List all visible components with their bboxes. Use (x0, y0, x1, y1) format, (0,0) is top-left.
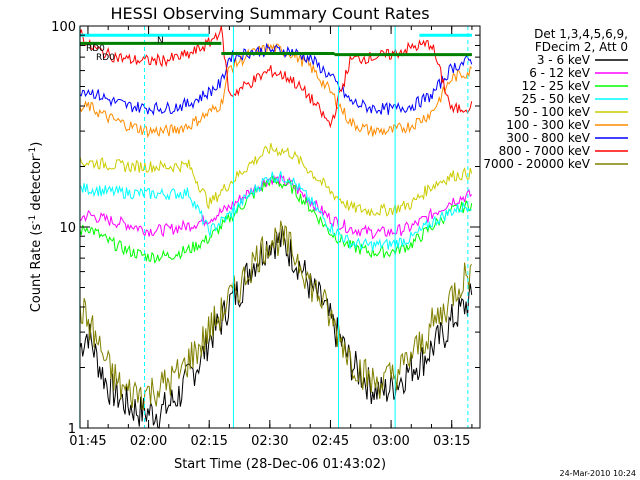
legend-label-3-6-kev: 3 - 6 keV (537, 53, 591, 67)
y-axis-label: Count Rate (s-1 detector-1) (28, 142, 44, 313)
legend-header-line-2: FDecim 2, Att 0 (535, 40, 628, 54)
x-tick-label-02-30: 02:30 (251, 434, 288, 449)
legend-label-6-12-kev: 6 - 12 keV (529, 66, 591, 80)
legend-label-100-300-kev: 100 - 300 keV (506, 118, 590, 132)
y-axis: 1 10 100 (51, 20, 480, 437)
legend-label-7000-20000-kev: 7000 - 20000 keV (483, 157, 590, 171)
legend-label-12-25-kev: 12 - 25 keV (522, 79, 591, 93)
x-tick-label-03-00: 03:00 (372, 434, 409, 449)
rd0-lower-label: RD0 (96, 53, 115, 63)
rd0-upper-label: RD0 (86, 44, 105, 54)
x-tick-label-01-45: 01:45 (69, 434, 106, 449)
series-line-100-300-kev (79, 43, 473, 139)
x-tick-label-02-15: 02:15 (190, 434, 227, 449)
legend: Det 1,3,4,5,6,9, FDecim 2, Att 0 3 - 6 k… (483, 27, 628, 171)
legend-label-50-100-kev: 50 - 100 keV (514, 105, 591, 119)
x-axis: 01:45 02:00 02:15 02:30 02:45 03:00 03:15 (69, 26, 473, 449)
y-axis-label-end: ) (29, 142, 44, 147)
legend-label-800-7000-kev: 800 - 7000 keV (499, 144, 591, 158)
series-line-300-800-kev (79, 42, 473, 116)
series-line-25-50-kev (79, 171, 472, 252)
x-tick-label-03-15: 03:15 (433, 434, 470, 449)
legend-label-25-50-kev: 25 - 50 keV (522, 92, 591, 106)
y-axis-label-mid: detector (29, 155, 44, 215)
series-line-7000-20000-kev (79, 220, 473, 410)
y-tick-label-10: 10 (59, 221, 76, 236)
footer-date: 24-Mar-2010 10:24 (560, 469, 637, 478)
x-axis-label: Start Time (28-Dec-06 01:43:02) (174, 457, 386, 472)
legend-label-300-800-kev: 300 - 800 keV (506, 131, 590, 145)
night-marker-label: N (157, 36, 164, 46)
y-axis-label-main: Count Rate (s (29, 224, 44, 313)
y-tick-label-100: 100 (51, 20, 76, 35)
legend-header-line-1: Det 1,3,4,5,6,9, (534, 27, 628, 41)
x-tick-label-02-00: 02:00 (130, 434, 167, 449)
series-line-50-100-kev (79, 142, 473, 217)
series-line-3-6-kev (79, 225, 473, 429)
y-tick-label-1: 1 (68, 422, 76, 437)
y-axis-label-sup2: -1 (28, 147, 38, 156)
x-tick-label-02-45: 02:45 (312, 434, 349, 449)
y-axis-label-sup1: -1 (28, 215, 38, 224)
overlay-layer (79, 26, 472, 428)
series-layer (79, 25, 473, 429)
chart-title: HESSI Observing Summary Count Rates (110, 4, 429, 23)
